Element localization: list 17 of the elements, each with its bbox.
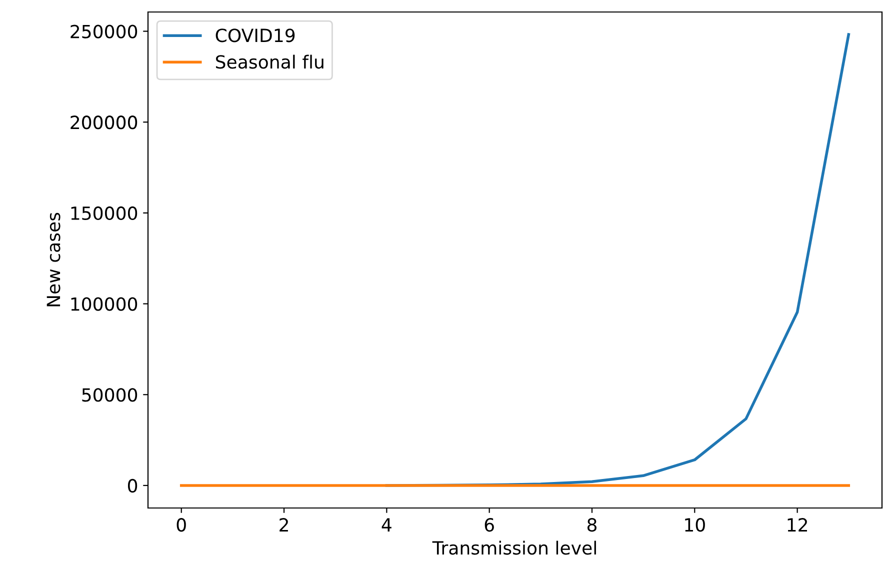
x-tick-label: 8 <box>587 518 596 532</box>
x-tick-label: 6 <box>484 518 494 532</box>
legend-label: COVID19 <box>216 28 295 42</box>
x-tick-label: 10 <box>685 518 705 532</box>
x-axis-title: Transmission level <box>432 540 596 555</box>
y-axis-title: New cases <box>46 212 60 306</box>
y-tick-label: 250000 <box>70 24 138 38</box>
y-tick-label: 100000 <box>71 297 138 311</box>
x-tick-label: 12 <box>788 518 807 532</box>
legend-label: Seasonal flu <box>216 54 324 69</box>
x-tick-label: 0 <box>176 518 186 532</box>
y-tick-label: 0 <box>128 478 138 493</box>
y-tick-label: 200000 <box>70 116 138 130</box>
y-tick-label: 150000 <box>71 206 138 220</box>
x-tick-label: 4 <box>382 518 392 532</box>
y-tick-label: 50000 <box>82 388 138 402</box>
x-tick-label: 2 <box>280 518 288 532</box>
